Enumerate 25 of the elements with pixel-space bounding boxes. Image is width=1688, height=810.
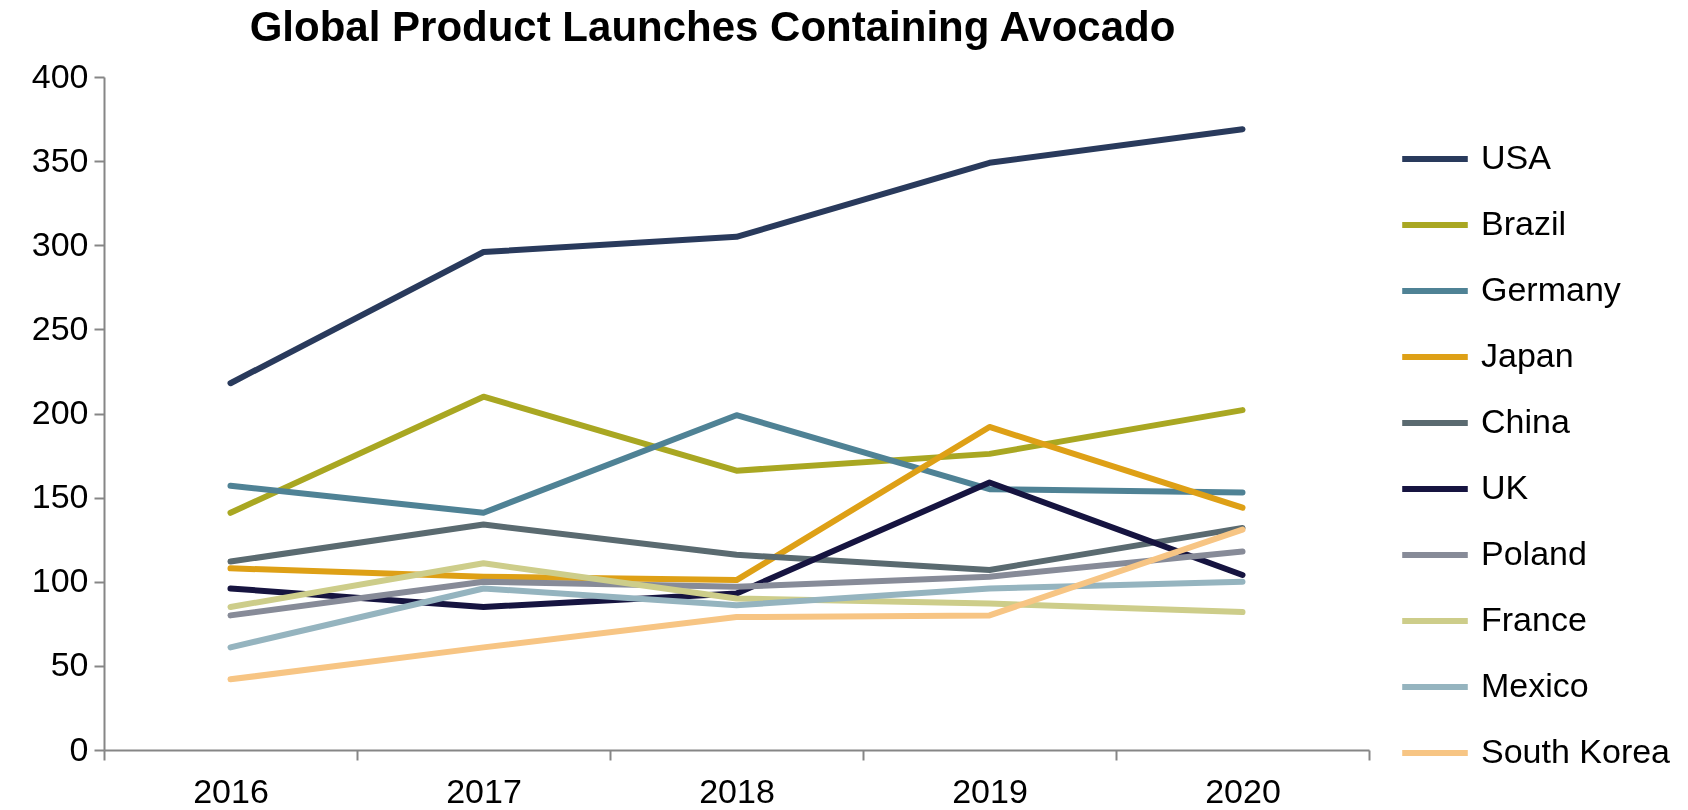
legend-label: Germany: [1481, 270, 1621, 308]
y-tick-label: 150: [31, 477, 89, 516]
legend-label: South Korea: [1481, 732, 1671, 770]
y-tick-label: 300: [31, 224, 89, 263]
y-tick-label: 50: [50, 645, 89, 684]
legend-label: USA: [1481, 138, 1552, 176]
legend-label: France: [1481, 600, 1587, 638]
y-tick-label: 250: [31, 308, 89, 347]
x-tick-label: 2020: [1205, 771, 1281, 810]
legend-label: Japan: [1481, 336, 1574, 374]
legend-label: UK: [1481, 468, 1529, 506]
y-tick-label: 0: [69, 729, 89, 768]
legend-label: Brazil: [1481, 204, 1567, 242]
y-tick-label: 400: [31, 56, 89, 95]
x-tick-label: 2018: [699, 771, 775, 810]
x-tick-label: 2016: [193, 771, 269, 810]
legend-label: Mexico: [1481, 666, 1589, 704]
x-tick-label: 2019: [952, 771, 1028, 810]
x-tick-label: 2017: [446, 771, 522, 810]
y-tick-label: 200: [31, 393, 89, 431]
y-tick-label: 350: [31, 140, 89, 179]
legend-label: China: [1481, 402, 1570, 440]
legend-label: Poland: [1481, 534, 1587, 572]
y-tick-label: 100: [31, 561, 89, 600]
chart-title: Global Product Launches Containing Avocado: [249, 3, 1176, 50]
